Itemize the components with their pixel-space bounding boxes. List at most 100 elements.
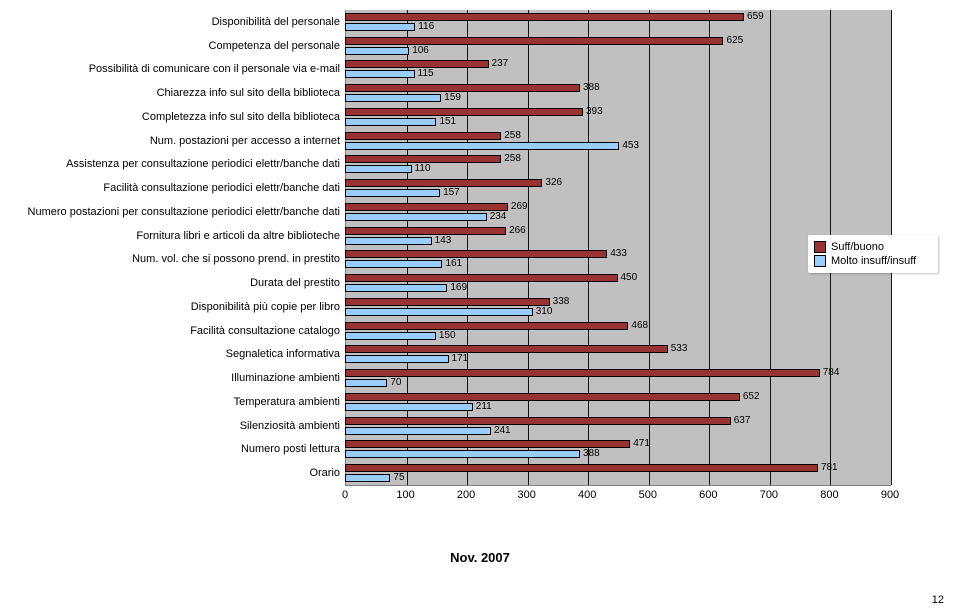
bar-value-label: 157 — [443, 187, 460, 198]
bar-suff: 471 — [345, 440, 630, 448]
bar-suff: 450 — [345, 274, 618, 282]
bar-value-label: 143 — [435, 235, 452, 246]
bar-insuff: 211 — [345, 403, 473, 411]
x-tick-label: 300 — [517, 489, 535, 501]
bar-suff: 258 — [345, 132, 501, 140]
bar-insuff: 234 — [345, 213, 487, 221]
bar-value-label: 70 — [390, 377, 401, 388]
bar-value-label: 393 — [586, 106, 603, 117]
bar-insuff: 75 — [345, 474, 390, 482]
legend-label: Molto insuff/insuff — [831, 255, 916, 267]
category-label: Assistenza per consultazione periodici e… — [20, 158, 340, 170]
bar-value-label: 237 — [492, 58, 509, 69]
page-number: 12 — [932, 594, 944, 606]
bar-suff: 625 — [345, 37, 723, 45]
bar-value-label: 106 — [412, 45, 429, 56]
bar-value-label: 471 — [633, 438, 650, 449]
legend-swatch — [814, 255, 826, 267]
x-tick-label: 200 — [457, 489, 475, 501]
bar-suff: 652 — [345, 393, 740, 401]
category-label: Numero posti lettura — [20, 443, 340, 455]
category-label: Facilità consultazione catalogo — [20, 325, 340, 337]
x-tick-label: 700 — [760, 489, 778, 501]
bar-value-label: 266 — [509, 225, 526, 236]
category-label: Durata del prestito — [20, 277, 340, 289]
bar-value-label: 433 — [610, 248, 627, 259]
bar-suff: 338 — [345, 298, 550, 306]
bar-suff: 258 — [345, 155, 501, 163]
bar-value-label: 150 — [439, 330, 456, 341]
category-label: Chiarezza info sul sito della biblioteca — [20, 87, 340, 99]
bar-suff: 393 — [345, 108, 583, 116]
bar-value-label: 116 — [418, 21, 434, 32]
bar-value-label: 659 — [747, 11, 764, 22]
bar-insuff: 106 — [345, 47, 409, 55]
category-label: Competenza del personale — [20, 40, 340, 52]
bar-insuff: 453 — [345, 142, 619, 150]
bar-value-label: 169 — [450, 282, 467, 293]
category-label: Disponibilità più copie per libro — [20, 301, 340, 313]
bar-value-label: 338 — [553, 296, 570, 307]
legend-swatch — [814, 241, 826, 253]
bar-value-label: 326 — [545, 177, 562, 188]
x-tick-label: 800 — [820, 489, 838, 501]
category-label: Completezza info sul sito della bibliote… — [20, 111, 340, 123]
bar-suff: 237 — [345, 60, 489, 68]
category-label: Numero postazioni per consultazione peri… — [20, 206, 340, 218]
legend-item: Molto insuff/insuff — [814, 255, 932, 267]
bar-insuff: 115 — [345, 70, 415, 78]
bar-insuff: 150 — [345, 332, 436, 340]
bar-value-label: 388 — [583, 82, 600, 93]
bar-value-label: 453 — [622, 140, 639, 151]
category-label: Temperatura ambienti — [20, 396, 340, 408]
y-axis-labels: Disponibilità del personale Competenza de… — [20, 10, 340, 485]
bar-value-label: 171 — [452, 353, 469, 364]
bar-value-label: 533 — [671, 343, 688, 354]
bar-value-label: 234 — [490, 211, 507, 222]
category-label: Fornitura libri e articoli da altre bibl… — [20, 230, 340, 242]
bar-insuff: 70 — [345, 379, 387, 387]
bar-insuff: 110 — [345, 165, 412, 173]
bar-value-label: 784 — [823, 367, 840, 378]
x-tick-label: 900 — [881, 489, 899, 501]
bar-suff: 269 — [345, 203, 508, 211]
bar-value-label: 110 — [415, 163, 431, 174]
category-label: Facilità consultazione periodici elettr/… — [20, 182, 340, 194]
bar-insuff: 169 — [345, 284, 447, 292]
bar-value-label: 159 — [444, 92, 461, 103]
bar-value-label: 161 — [445, 258, 462, 269]
bar-value-label: 151 — [439, 116, 456, 127]
x-tick-label: 0 — [342, 489, 348, 501]
bar-value-label: 468 — [631, 320, 648, 331]
category-label: Possibilità di comunicare con il persona… — [20, 63, 340, 75]
bar-insuff: 241 — [345, 427, 491, 435]
bar-suff: 533 — [345, 345, 668, 353]
chart-frame: Disponibilità del personale Competenza de… — [20, 10, 940, 565]
bar-suff: 468 — [345, 322, 628, 330]
category-label: Disponibilità del personale — [20, 16, 340, 28]
bar-value-label: 75 — [393, 472, 404, 483]
bar-suff: 784 — [345, 369, 820, 377]
bar-insuff: 151 — [345, 118, 436, 126]
bar-value-label: 388 — [583, 448, 600, 459]
bar-insuff: 388 — [345, 450, 580, 458]
bar-value-label: 258 — [504, 130, 521, 141]
x-tick-label: 100 — [396, 489, 414, 501]
bar-insuff: 157 — [345, 189, 440, 197]
bar-suff: 326 — [345, 179, 542, 187]
bar-insuff: 143 — [345, 237, 432, 245]
bar-value-label: 310 — [536, 306, 553, 317]
bar-value-label: 637 — [734, 415, 751, 426]
x-axis: 0100200300400500600700800900 — [345, 485, 890, 515]
category-label: Silenziosità ambienti — [20, 420, 340, 432]
bar-value-label: 652 — [743, 391, 760, 402]
bar-value-label: 258 — [504, 153, 521, 164]
bar-suff: 388 — [345, 84, 580, 92]
legend-item: Suff/buono — [814, 241, 932, 253]
bar-suff: 266 — [345, 227, 506, 235]
bar-suff: 637 — [345, 417, 731, 425]
bar-suff: 659 — [345, 13, 744, 21]
bar-value-label: 115 — [418, 68, 434, 79]
bar-insuff: 171 — [345, 355, 449, 363]
bar-value-label: 781 — [821, 462, 838, 473]
